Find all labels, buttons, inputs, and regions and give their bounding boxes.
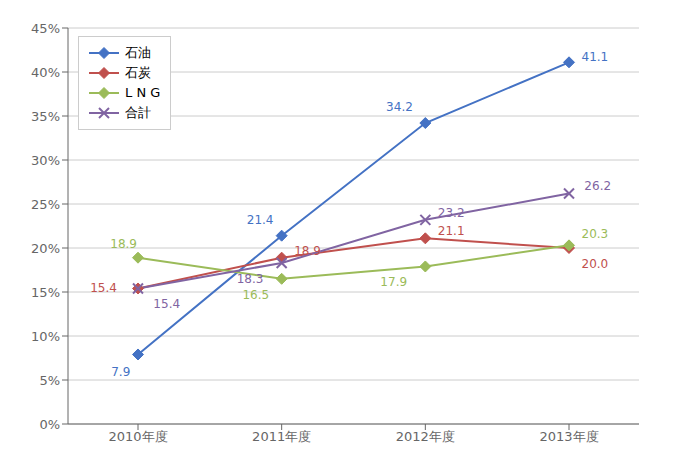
svg-text:15%: 15% — [31, 285, 60, 300]
svg-text:15.4: 15.4 — [153, 297, 180, 311]
svg-text:41.1: 41.1 — [582, 50, 609, 64]
svg-text:17.9: 17.9 — [380, 275, 407, 289]
svg-text:5%: 5% — [39, 373, 60, 388]
svg-text:2012年度: 2012年度 — [396, 429, 455, 444]
svg-text:23.2: 23.2 — [438, 206, 465, 220]
svg-text:10%: 10% — [31, 329, 60, 344]
svg-text:40%: 40% — [31, 65, 60, 80]
svg-text:21.4: 21.4 — [247, 213, 274, 227]
svg-text:20.3: 20.3 — [582, 227, 609, 241]
svg-text:45%: 45% — [31, 21, 60, 36]
svg-text:16.5: 16.5 — [242, 288, 269, 302]
html-text:石油: 石油 — [125, 45, 151, 60]
svg-text:18.9: 18.9 — [294, 244, 321, 258]
svg-text:15.4: 15.4 — [90, 281, 117, 295]
html-text:L N G: L N G — [125, 85, 161, 100]
svg-text:26.2: 26.2 — [584, 179, 611, 193]
svg-text:35%: 35% — [31, 109, 60, 124]
html-text:合計: 合計 — [125, 105, 151, 120]
svg-text:34.2: 34.2 — [386, 100, 413, 114]
svg-text:21.1: 21.1 — [438, 224, 465, 238]
svg-text:25%: 25% — [31, 197, 60, 212]
svg-text:2011年度: 2011年度 — [252, 429, 311, 444]
svg-text:0%: 0% — [39, 417, 60, 432]
svg-text:18.3: 18.3 — [237, 272, 264, 286]
svg-text:7.9: 7.9 — [111, 365, 130, 379]
svg-text:20%: 20% — [31, 241, 60, 256]
svg-text:20.0: 20.0 — [582, 257, 609, 271]
svg-text:2013年度: 2013年度 — [539, 429, 598, 444]
svg-text:30%: 30% — [31, 153, 60, 168]
html-text:石炭: 石炭 — [125, 65, 151, 80]
svg-text:2010年度: 2010年度 — [108, 429, 167, 444]
svg-text:18.9: 18.9 — [110, 237, 137, 251]
